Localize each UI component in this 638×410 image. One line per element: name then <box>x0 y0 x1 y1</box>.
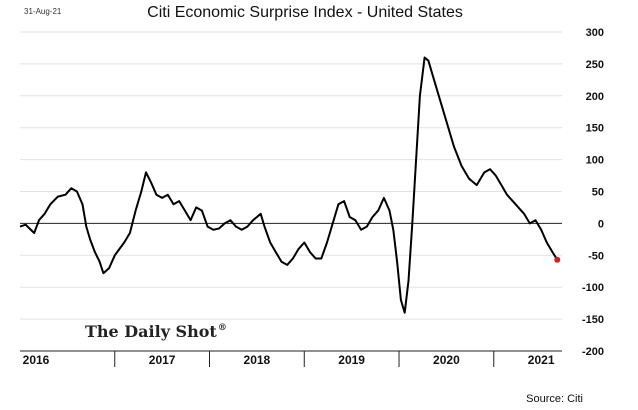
y-tick-label: 300 <box>586 27 604 39</box>
x-tick-label: 2020 <box>433 353 460 367</box>
y-tick-label: 150 <box>586 123 604 135</box>
x-tick-label: 2017 <box>149 353 176 367</box>
y-tick-label: -200 <box>582 346 604 358</box>
x-tick-label: 2021 <box>528 353 555 367</box>
x-tick-label: 2016 <box>23 353 50 367</box>
source-note: Source: Citi <box>526 393 583 405</box>
y-tick-label: -100 <box>582 282 604 294</box>
y-tick-label: -150 <box>582 314 604 326</box>
x-tick-label: 2019 <box>338 353 365 367</box>
gridlines <box>20 31 562 352</box>
y-tick-label: 250 <box>586 59 604 71</box>
y-tick-label: 0 <box>598 218 604 230</box>
last-value-marker <box>554 256 561 263</box>
date-stamp: 31-Aug-21 <box>24 7 62 16</box>
series-layer <box>19 56 561 314</box>
y-tick-label: -50 <box>588 250 604 262</box>
chart-title: Citi Economic Surprise Index - United St… <box>147 4 463 21</box>
y-axis-tick-labels: 300 250 200 150 100 50 0 -50 -100 -150 -200 <box>582 27 604 358</box>
y-tick-label: 200 <box>586 91 604 103</box>
x-tick-label: 2018 <box>244 353 271 367</box>
series-line <box>19 56 559 314</box>
brand-logo-text: The Daily Shot® <box>85 322 227 341</box>
y-tick-label: 100 <box>586 155 604 167</box>
y-tick-label: 50 <box>592 187 604 199</box>
x-axis: 2016 2017 2018 2019 2020 2021 <box>20 350 562 367</box>
